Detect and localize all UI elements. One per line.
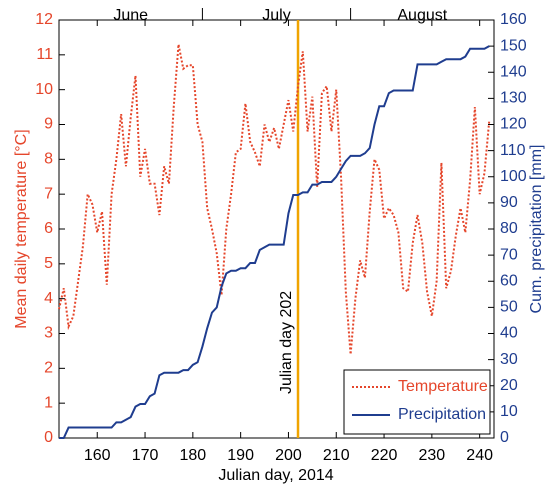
y2-tick-label: 50 [500, 299, 518, 316]
y-tick-label: 8 [44, 151, 53, 168]
marker-label: Julian day 202 [278, 291, 295, 394]
x-tick-label: 160 [84, 447, 111, 464]
y-tick-label: 11 [36, 46, 53, 63]
legend-label: Temperature [398, 378, 488, 395]
y2-tick-label: 40 [500, 325, 518, 342]
y2-tick-label: 80 [500, 220, 518, 237]
y-axis-label: Mean daily temperature [°C] [13, 129, 30, 328]
x-tick-label: 200 [275, 447, 302, 464]
x-tick-label: 240 [466, 447, 493, 464]
x-tick-label: 190 [227, 447, 254, 464]
y2-tick-label: 70 [500, 246, 518, 263]
y2-tick-label: 140 [500, 63, 527, 80]
x-tick-label: 210 [323, 447, 350, 464]
y2-tick-label: 110 [500, 142, 526, 159]
x-tick-label: 230 [419, 447, 446, 464]
y-tick-label: 4 [44, 290, 53, 307]
x-tick-label: 180 [179, 447, 206, 464]
y-tick-label: 3 [44, 325, 53, 342]
y2-tick-label: 130 [500, 90, 527, 107]
series-line [58, 44, 491, 355]
legend-box [343, 369, 491, 435]
y2-tick-label: 150 [500, 37, 527, 54]
x-tick-label: 220 [371, 447, 398, 464]
legend-label: Precipitation [398, 406, 486, 423]
y-tick-label: 7 [44, 185, 53, 202]
y2-tick-label: 10 [500, 403, 518, 420]
y2-tick-label: 160 [500, 11, 527, 28]
y-tick-label: 0 [44, 429, 53, 446]
y2-tick-label: 20 [500, 377, 518, 394]
y2-tick-label: 90 [500, 194, 518, 211]
x-axis-label: Julian day, 2014 [218, 467, 333, 484]
y2-tick-label: 60 [500, 272, 518, 289]
y-tick-label: 1 [44, 394, 53, 411]
y-tick-label: 2 [44, 360, 53, 377]
y2-tick-label: 120 [500, 116, 527, 133]
y-tick-label: 9 [44, 116, 53, 133]
y-tick-label: 5 [44, 255, 53, 272]
month-label: August [397, 7, 447, 24]
x-tick-label: 170 [132, 447, 159, 464]
month-label: July [262, 7, 290, 24]
y2-tick-label: 0 [500, 429, 509, 446]
y2-tick-label: 30 [500, 351, 518, 368]
y-tick-label: 12 [35, 11, 53, 28]
y2-tick-label: 100 [500, 168, 527, 185]
series-line [59, 45, 490, 439]
y2-axis-label: Cum. precipitation [mm] [528, 145, 545, 314]
y-tick-label: 6 [44, 220, 53, 237]
month-label: June [113, 7, 148, 24]
y-tick-label: 10 [35, 81, 53, 98]
